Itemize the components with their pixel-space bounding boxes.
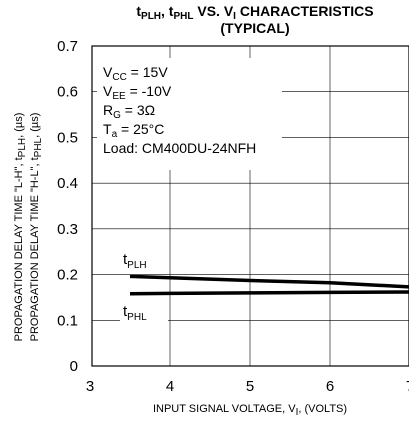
y-tick-label: 0.2: [57, 267, 78, 284]
title-part: CHARACTERISTICS: [236, 3, 374, 19]
y-tick-label: 0.3: [57, 221, 78, 238]
condition-part: = 15V: [127, 64, 169, 80]
condition-part: = -10V: [126, 83, 172, 99]
condition-part: CC: [112, 72, 126, 83]
condition-part: = 3Ω: [121, 102, 155, 118]
condition-part: T: [103, 121, 112, 137]
title-part: I: [233, 11, 236, 22]
xlabel-part: I: [296, 407, 299, 418]
title-part: PLH: [141, 11, 161, 22]
series-label-part: t: [123, 303, 128, 320]
x-axis-label: INPUT SIGNAL VOLTAGE, VI, (VOLTS): [153, 403, 347, 418]
title-part: t: [136, 3, 141, 19]
ylabel-part: PROPAGATION DELAY TIME "H-L", t: [29, 157, 41, 341]
series-label-tPHL: tPHL: [123, 303, 147, 323]
condition-line: Ta = 25°C: [103, 121, 164, 140]
y-tick-label: 0.7: [57, 38, 78, 55]
ylabel-part: , (µs): [13, 113, 25, 138]
condition-part: = 25°C: [117, 121, 164, 137]
condition-line: Load: CM400DU-24NFH: [103, 140, 256, 156]
title-part: VS. V: [193, 3, 233, 19]
condition-part: R: [103, 102, 113, 118]
y-axis-label-phl: PROPAGATION DELAY TIME "H-L", tPHL, (µs): [29, 113, 44, 342]
series-line-tPLH: [129, 274, 409, 289]
x-tick-label: 6: [326, 378, 334, 395]
ylabel-part: PROPAGATION DELAY TIME "L-H", t: [13, 157, 25, 341]
series-label-part: t: [123, 251, 128, 268]
condition-part: Load: CM400DU-24NFH: [103, 140, 256, 156]
chart-title-line1: tPLH, tPHL VS. VI CHARACTERISTICS: [136, 3, 373, 22]
xlabel-part: INPUT SIGNAL VOLTAGE, V: [153, 403, 296, 415]
tick-labels: 0 0.1 0.2 0.3 0.4 0.5 0.6 0.7 3 4 5 6 7: [57, 38, 409, 395]
series-label-part: PLH: [127, 260, 146, 271]
series-label-background: [120, 299, 168, 321]
y-tick-label: 0.4: [57, 175, 78, 192]
condition-part: a: [112, 129, 118, 140]
condition-part: V: [103, 64, 113, 80]
series-line-tPHL: [129, 290, 409, 296]
condition-line: RG = 3Ω: [103, 102, 155, 121]
y-tick-label: 0.5: [57, 129, 78, 146]
ylabel-part: , (µs): [29, 113, 41, 138]
condition-part: V: [103, 83, 113, 99]
chart-title-line2: (TYPICAL): [220, 20, 289, 36]
y-tick-label: 0.6: [57, 84, 78, 101]
condition-part: EE: [112, 91, 126, 102]
x-tick-label: 4: [166, 378, 174, 395]
series-label-tPLH: tPLH: [123, 251, 147, 271]
series-label-part: PHL: [127, 312, 147, 323]
series-lines: [129, 274, 409, 296]
xlabel-part: , (VOLTS): [298, 403, 347, 415]
title-part: PHL: [173, 11, 193, 22]
x-tick-label: 3: [86, 378, 94, 395]
condition-line: VEE = -10V: [103, 83, 172, 102]
condition-part: G: [113, 110, 121, 121]
y-axis-label-plh: PROPAGATION DELAY TIME "L-H", tPLH, (µs): [13, 113, 28, 342]
y-tick-label: 0.1: [57, 312, 78, 329]
condition-line: VCC = 15V: [103, 64, 168, 83]
conditions-background: [97, 58, 282, 170]
plot-frame: [91, 45, 409, 367]
title-part: , t: [161, 3, 174, 19]
y-tick-label: 0: [70, 358, 78, 375]
x-tick-label: 5: [246, 378, 254, 395]
ylabel-part: PLH: [17, 138, 28, 157]
x-tick-label: 7: [406, 378, 409, 395]
ylabel-part: PHL: [33, 137, 44, 157]
